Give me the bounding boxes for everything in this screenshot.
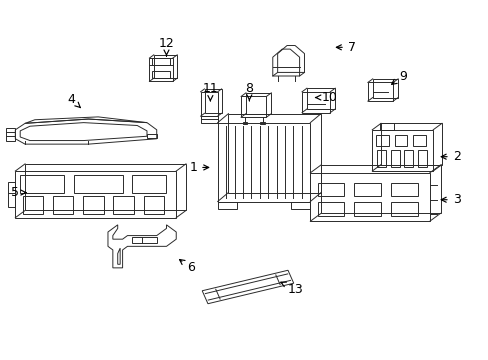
Text: 11: 11	[202, 82, 218, 101]
Text: 1: 1	[189, 161, 208, 174]
Text: 8: 8	[245, 82, 253, 101]
Text: 13: 13	[280, 282, 303, 296]
Text: 10: 10	[315, 91, 337, 104]
Text: 9: 9	[391, 69, 406, 84]
Text: 12: 12	[158, 37, 174, 56]
Text: 7: 7	[336, 41, 355, 54]
Text: 6: 6	[179, 260, 194, 274]
Text: 5: 5	[11, 186, 26, 199]
Text: 2: 2	[440, 150, 460, 163]
Text: 4: 4	[67, 93, 80, 108]
Text: 3: 3	[440, 193, 460, 206]
